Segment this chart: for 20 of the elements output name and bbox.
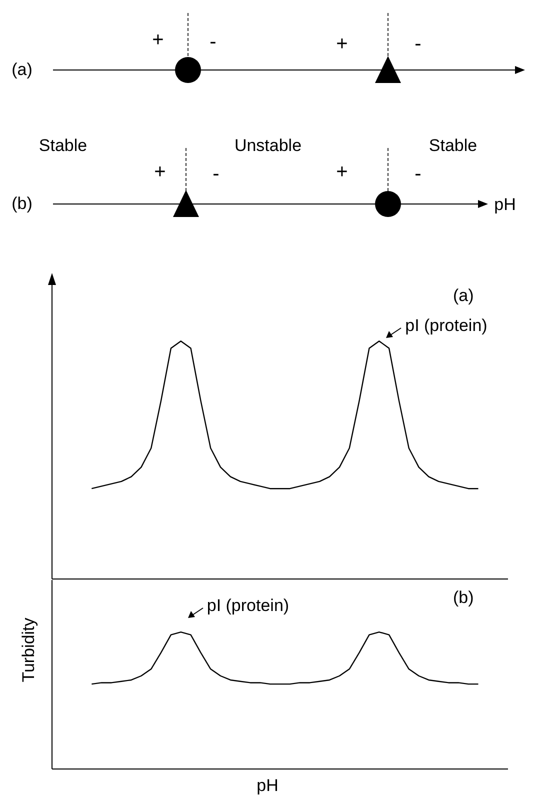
- text: +: [336, 161, 348, 183]
- text: +: [152, 29, 164, 51]
- text: Unstable: [234, 136, 302, 155]
- text: pH: [494, 195, 516, 214]
- text: (a): [453, 286, 474, 306]
- x-axis-title: pH: [256, 776, 280, 796]
- text: (a): [12, 60, 32, 79]
- text: (b): [12, 194, 32, 213]
- text: (b): [453, 588, 474, 608]
- text: -: [414, 33, 422, 55]
- text: Stable: [428, 136, 478, 155]
- text: pI (protein): [206, 596, 290, 616]
- text: +: [154, 161, 166, 183]
- text: -: [210, 31, 216, 53]
- text: -: [212, 163, 220, 185]
- text: -: [414, 163, 422, 185]
- text: +: [336, 33, 348, 55]
- y-axis-title: Turbidity: [19, 616, 39, 684]
- text: Stable: [38, 136, 88, 155]
- text: pI (protein): [405, 316, 488, 336]
